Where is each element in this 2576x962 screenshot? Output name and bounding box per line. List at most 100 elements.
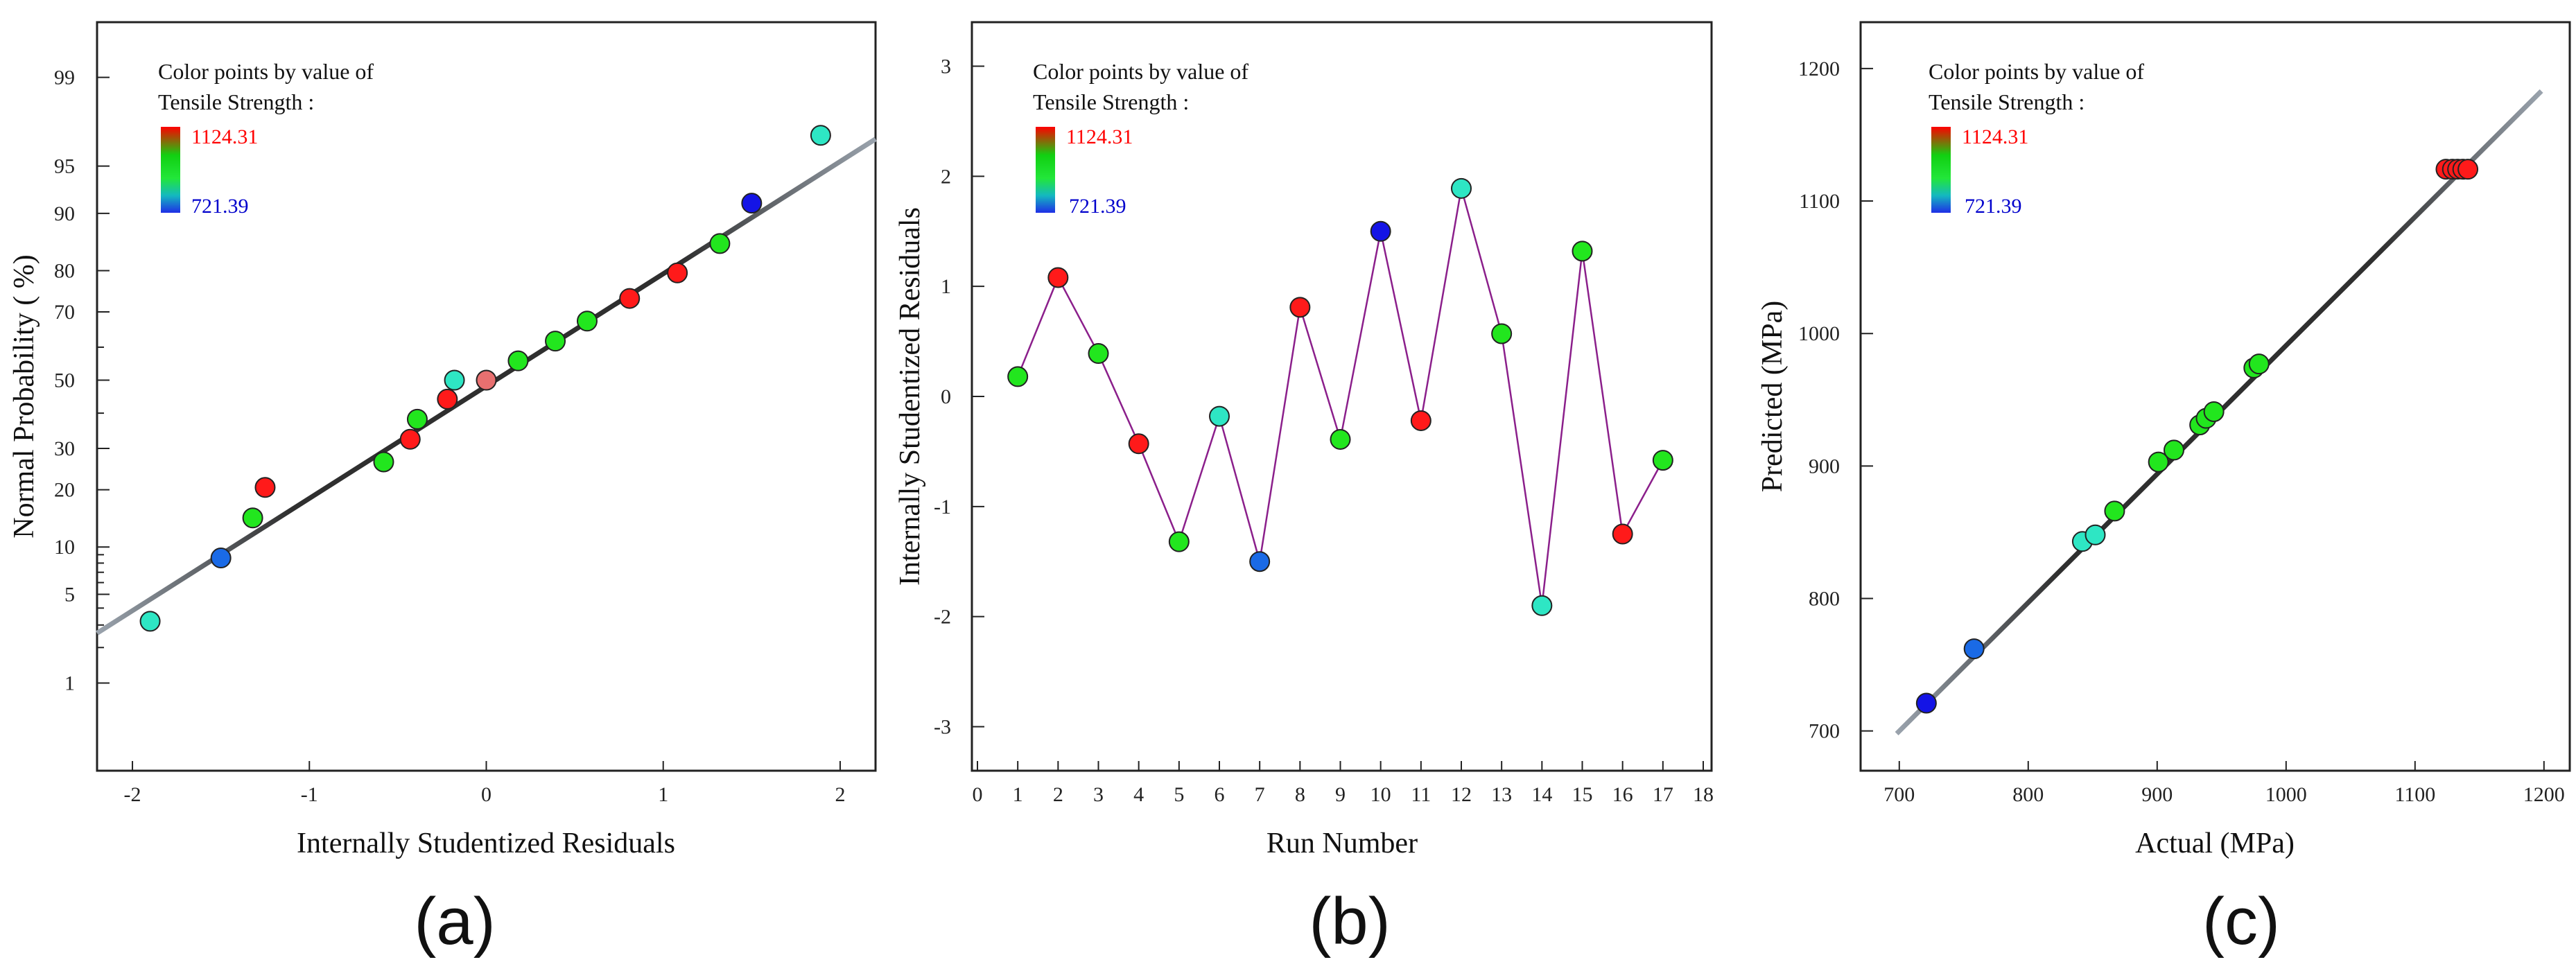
- data-point: [1491, 323, 1513, 344]
- data-point: [545, 331, 566, 352]
- x-tick-label: 1200: [2523, 783, 2565, 806]
- y-tick-label: 1200: [1798, 58, 1840, 80]
- panel-c-x-axis-title: Actual (MPa): [2135, 828, 2295, 859]
- x-tick-label: 1: [1013, 783, 1023, 806]
- x-tick-label: 17: [1653, 783, 1673, 806]
- y-tick-label: 1: [64, 672, 75, 694]
- data-point: [1652, 450, 1673, 471]
- panel-c-predicted-vs-actual: 700 800 900 1000 1100 1200 700 800 900 1000 1100 12…: [1757, 21, 2571, 959]
- legend-title-line2: Tensile Strength :: [1929, 89, 2085, 114]
- panel-b-points: [1007, 177, 1673, 616]
- data-point: [437, 388, 458, 410]
- x-tick-label: 18: [1693, 783, 1714, 806]
- x-tick-label: 11: [1411, 783, 1431, 806]
- y-tick-label: 0: [941, 385, 951, 408]
- y-tick-label: 90: [54, 202, 75, 225]
- panel-c-frame: [1859, 21, 2571, 772]
- panel-a-x-axis-title: Internally Studentized Residuals: [297, 828, 675, 859]
- x-tick-label: 4: [1133, 783, 1144, 806]
- x-tick-label: 9: [1335, 783, 1346, 806]
- data-point: [2248, 353, 2270, 375]
- data-point: [2203, 401, 2225, 422]
- y-tick-label: 30: [54, 437, 75, 460]
- x-tick-label: -2: [124, 783, 141, 806]
- data-point: [1007, 366, 1029, 387]
- data-point: [406, 408, 428, 430]
- x-tick-label: 5: [1174, 783, 1184, 806]
- y-tick-label: 95: [54, 155, 75, 178]
- x-tick-label: 1000: [2265, 783, 2307, 806]
- data-point: [1330, 428, 1351, 450]
- legend-title-line2: Tensile Strength :: [158, 89, 314, 114]
- data-point: [2085, 524, 2106, 545]
- x-tick-label: 6: [1215, 783, 1225, 806]
- x-tick-label: 12: [1451, 783, 1472, 806]
- x-tick-label: 2: [1053, 783, 1063, 806]
- y-tick-label: 1100: [1799, 190, 1840, 213]
- data-point: [210, 548, 232, 569]
- x-tick-label: 1100: [2394, 783, 2435, 806]
- x-tick-label: 0: [973, 783, 983, 806]
- y-tick-label: -1: [934, 496, 951, 518]
- x-tick-label: 800: [2012, 783, 2044, 806]
- data-point: [1088, 343, 1109, 365]
- y-tick-label: 10: [54, 536, 75, 559]
- legend-max-value: 1124.31: [1962, 125, 2028, 148]
- data-point: [709, 233, 731, 254]
- data-point: [1047, 267, 1069, 288]
- legend-title-line1: Color points by value of: [1929, 59, 2144, 84]
- data-point: [2104, 500, 2125, 522]
- panel-a-legend: Color points by value of Tensile Strengt…: [158, 59, 374, 218]
- x-tick-label: 7: [1255, 783, 1265, 806]
- panel-b-y-axis-title: Internally Studentized Residuals: [894, 207, 926, 586]
- x-tick-label: 14: [1531, 783, 1552, 806]
- data-point: [1915, 692, 1937, 714]
- legend-title-line1: Color points by value of: [158, 59, 374, 84]
- x-tick-label: -1: [301, 783, 318, 806]
- x-tick-label: 10: [1370, 783, 1391, 806]
- panel-b-label: (b): [1309, 884, 1390, 959]
- legend-min-value: 721.39: [1069, 195, 1126, 218]
- panel-b-legend: Color points by value of Tensile Strengt…: [1033, 59, 1248, 218]
- data-point: [2457, 159, 2479, 180]
- x-tick-label: 8: [1295, 783, 1305, 806]
- y-tick-label: 99: [54, 67, 75, 89]
- panel-a-ticks: -2 -1 0 1 2 1 5 10 20 30 50 70 80 90 95 99: [54, 67, 845, 806]
- legend-min-value: 721.39: [1965, 195, 2022, 218]
- y-tick-label: -3: [934, 715, 951, 738]
- y-tick-label: 2: [941, 165, 951, 188]
- x-tick-label: 15: [1572, 783, 1593, 806]
- data-point: [2163, 439, 2184, 461]
- panel-a-normal-plot: -2 -1 0 1 2 1 5 10 20 30 50 70 80 90 95 99 Color points…: [8, 21, 877, 959]
- data-point: [1410, 410, 1431, 431]
- y-tick-label: 1: [941, 275, 951, 298]
- y-tick-label: 1000: [1798, 322, 1840, 345]
- panel-a-points: [139, 125, 831, 632]
- data-point: [1370, 220, 1391, 242]
- legend-max-value: 1124.31: [191, 125, 258, 148]
- data-point: [373, 451, 394, 473]
- data-point: [619, 288, 641, 309]
- data-point: [1963, 638, 1985, 660]
- data-point: [2148, 451, 2169, 473]
- x-tick-label: 700: [1883, 783, 1915, 806]
- data-point: [242, 507, 263, 529]
- legend-color-bar: [161, 127, 180, 213]
- y-tick-label: -2: [934, 606, 951, 629]
- y-tick-label: 80: [54, 259, 75, 282]
- panel-c-ticks: 700 800 900 1000 1100 1200 700 800 900 1000 1100 12…: [1798, 58, 2565, 806]
- data-point: [1249, 551, 1271, 572]
- data-point: [1209, 405, 1230, 427]
- data-point: [1451, 177, 1472, 199]
- x-tick-label: 0: [481, 783, 491, 806]
- panel-c-y-axis-title: Predicted (MPa): [1757, 301, 1789, 492]
- data-point: [576, 311, 598, 332]
- data-point: [1572, 240, 1593, 262]
- panel-c-label: (c): [2202, 884, 2280, 959]
- panel-c-legend: Color points by value of Tensile Strengt…: [1929, 59, 2144, 218]
- legend-max-value: 1124.31: [1066, 125, 1133, 148]
- panel-b-x-axis-title: Run Number: [1267, 828, 1418, 859]
- data-point: [444, 369, 465, 391]
- data-point: [667, 262, 688, 283]
